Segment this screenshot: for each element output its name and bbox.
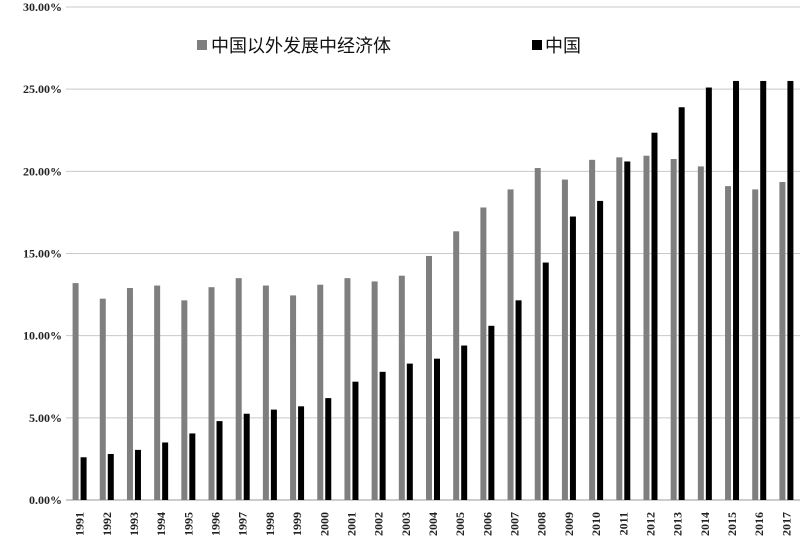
legend: 中国以外发展中经济体 中国: [197, 36, 581, 57]
bar-series-2: [243, 413, 250, 500]
bar-series-2: [298, 406, 305, 500]
bar-series-2: [134, 449, 141, 500]
y-tick-label: 10.00%: [23, 329, 62, 343]
bar-series-2: [80, 457, 87, 500]
bar-series-2: [760, 80, 767, 500]
x-tick-label: 2013: [671, 512, 685, 536]
x-tick-label: 2002: [372, 512, 386, 536]
bar-series-2: [189, 433, 196, 500]
bar-series-1: [725, 186, 732, 500]
bar-series-1: [507, 189, 514, 500]
x-tick-label: 1998: [263, 512, 277, 536]
x-tick-label: 2015: [725, 512, 739, 536]
x-tick-label: 1992: [100, 512, 114, 536]
bar-series-2: [434, 358, 440, 500]
legend-swatch-series-1: [197, 40, 207, 50]
x-tick-label: 2006: [480, 512, 494, 536]
x-tick-label: 2008: [535, 512, 549, 536]
legend-label-series-1: 中国以外发展中经济体: [211, 36, 391, 57]
y-tick-label: 0.00%: [29, 493, 62, 507]
bar-series-1: [697, 166, 704, 501]
y-tick-label: 20.00%: [23, 164, 62, 178]
bar-series-1: [534, 168, 541, 500]
bar-series-2: [162, 442, 169, 500]
bar-series-1: [290, 295, 297, 500]
x-tick-label: 2012: [643, 512, 657, 536]
x-tick-label: 2001: [344, 512, 358, 536]
bar-series-2: [461, 345, 468, 500]
bar-series-1: [235, 278, 242, 500]
bar-series-2: [569, 216, 576, 500]
x-tick-label: 2005: [453, 512, 467, 536]
x-tick-label: 2009: [562, 512, 576, 536]
bar-series-2: [678, 107, 685, 500]
bar-series-1: [262, 285, 269, 500]
bar-series-2: [597, 200, 604, 500]
bar-series-2: [542, 262, 549, 500]
bar-series-1: [181, 300, 188, 500]
legend-swatch-series-2: [532, 40, 542, 50]
legend-label-series-2: 中国: [545, 36, 581, 57]
bar-series-1: [344, 278, 351, 500]
x-tick-label: 1993: [127, 512, 141, 536]
bar-series-1: [99, 298, 106, 500]
bar-series-1: [589, 159, 596, 500]
bar-series-2: [787, 80, 794, 500]
x-tick-label: 1994: [154, 512, 168, 536]
bars: [72, 80, 794, 501]
x-tick-label: 2014: [698, 512, 712, 536]
bar-series-1: [317, 284, 324, 500]
bar-series-1: [561, 179, 568, 501]
bar-series-2: [107, 453, 114, 500]
x-tick-label: 1995: [181, 512, 195, 536]
bar-series-1: [426, 255, 432, 500]
bar-series-2: [624, 161, 631, 500]
bar-series-1: [371, 281, 378, 500]
x-tick-label: 2004: [426, 512, 440, 536]
bar-series-2: [352, 381, 359, 500]
bar-series-1: [779, 182, 786, 500]
x-tick-label: 2016: [752, 512, 766, 536]
x-tick-label: 2017: [779, 512, 793, 536]
x-tick-label: 2010: [589, 512, 603, 536]
bar-series-1: [453, 231, 460, 500]
x-tick-label: 2011: [616, 512, 630, 535]
gridlines: [66, 6, 800, 501]
y-tick-label: 5.00%: [29, 411, 62, 425]
bar-series-1: [616, 157, 623, 501]
x-tick-label: 1991: [73, 512, 87, 536]
bar-series-2: [379, 371, 386, 500]
y-tick-label: 25.00%: [23, 82, 62, 96]
y-tick-label: 30.00%: [23, 0, 62, 14]
bar-series-1: [72, 283, 79, 500]
bar-series-2: [733, 80, 740, 500]
bar-series-2: [705, 87, 712, 501]
bar-series-2: [216, 421, 223, 500]
bar-series-1: [208, 287, 215, 500]
bar-series-2: [406, 363, 413, 500]
bar-series-1: [752, 189, 759, 500]
x-tick-label: 1999: [290, 512, 304, 536]
y-tick-label: 15.00%: [23, 247, 62, 261]
x-tick-label: 1996: [209, 512, 223, 536]
bar-series-2: [270, 409, 277, 500]
bar-series-1: [398, 275, 405, 500]
bar-series-2: [515, 300, 522, 500]
bar-series-2: [325, 398, 332, 500]
bar-series-1: [154, 285, 161, 500]
x-tick-label: 2000: [317, 512, 331, 536]
bar-series-1: [480, 207, 487, 500]
x-axis-tick-labels: 1991 1992 1993 1994 1995 1996 1997 1998 1999 2000…: [73, 512, 794, 536]
bar-series-2: [651, 132, 658, 500]
y-axis-tick-labels: 0.00% 5.00% 10.00% 15.00% 20.00% 25.00% 30.00%: [23, 0, 62, 507]
bar-series-1: [643, 155, 650, 500]
x-tick-label: 1997: [236, 512, 250, 536]
bar-series-1: [126, 288, 133, 500]
x-tick-label: 2007: [508, 512, 522, 536]
bar-series-1: [670, 159, 677, 500]
bar-series-2: [488, 325, 495, 500]
x-tick-label: 2003: [399, 512, 413, 536]
